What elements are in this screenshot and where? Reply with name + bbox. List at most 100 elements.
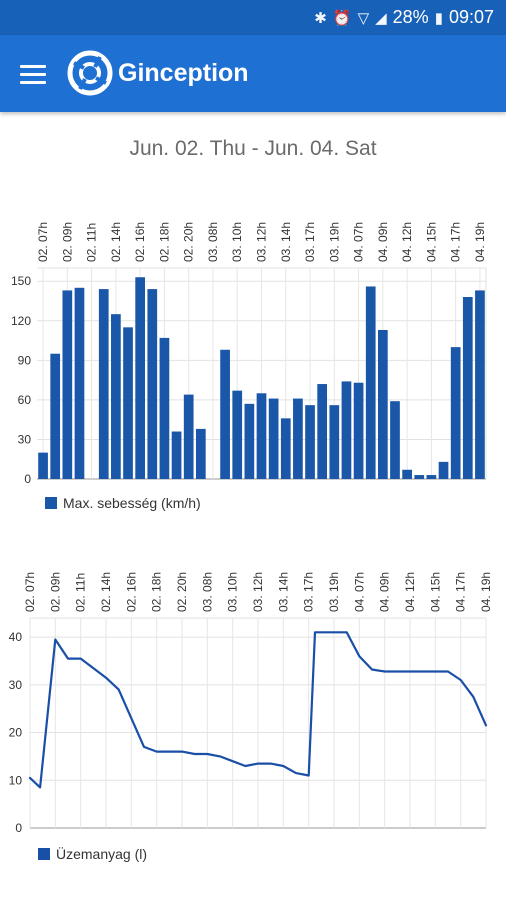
fuel-line-chart: 0 10 20 30 40 02. 07h 02. 09h 02. 11h 02. 14h 02.… (9, 572, 493, 862)
x-tick-label: 02. 16h (124, 572, 138, 612)
x-tick-label: 02. 09h (48, 572, 62, 612)
x-tick-label: 04. 19h (479, 572, 493, 612)
bar (426, 475, 437, 479)
x-tick-label: 04. 07h (352, 572, 366, 612)
bar (147, 289, 158, 479)
bar (353, 382, 364, 479)
x-tick-label: 03. 08h (206, 222, 220, 262)
x-tick-label: 03. 14h (279, 222, 293, 262)
x-tick-label: 03. 08h (200, 572, 214, 612)
bar (74, 287, 85, 479)
y-tick-label: 0 (15, 821, 22, 835)
x-tick-label: 03. 10h (226, 572, 240, 612)
bar (414, 475, 425, 479)
bar (390, 401, 400, 479)
x-tick-label: 02. 07h (36, 222, 50, 262)
x-tick-label: 02. 07h (23, 572, 37, 612)
x-tick-label: 04. 17h (454, 572, 468, 612)
bar (232, 390, 243, 479)
x-tick-label: 03. 14h (276, 572, 290, 612)
x-tick-label: 04. 15h (428, 572, 442, 612)
bar (256, 393, 267, 479)
x-tick-label: 02. 18h (157, 222, 171, 262)
y-tick-label: 10 (9, 773, 23, 787)
bar (462, 297, 473, 479)
battery-level: 28% (392, 7, 429, 27)
status-icons: ✱ ⏰ ▽ ◢ 28% ▮ 09:07 (314, 0, 494, 35)
fuel-series-line (28, 631, 488, 789)
x-tick-label: 04. 09h (378, 572, 392, 612)
x-tick-label: 02. 20h (182, 222, 196, 262)
bar (402, 469, 412, 479)
x-tick-label: 03. 19h (327, 572, 341, 612)
x-tick-label: 04. 12h (403, 572, 417, 612)
y-tick-label: 0 (24, 472, 31, 486)
x-tick-label: 03. 12h (255, 222, 269, 262)
bar (475, 290, 485, 479)
y-tick-label: 40 (9, 630, 23, 644)
app-bar: Ginception (0, 35, 506, 112)
bar (62, 290, 73, 479)
x-tick-label: 02. 14h (99, 572, 113, 612)
clock: 09:07 (448, 7, 494, 27)
date-range[interactable]: Jun. 02. Thu - Jun. 04. Sat (129, 137, 377, 160)
x-tick-label: 02. 18h (150, 572, 164, 612)
battery-icon: ▮ (434, 9, 443, 27)
x-tick-label: 03. 17h (302, 572, 316, 612)
x-tick-label: 03. 10h (230, 222, 244, 262)
bar (123, 327, 133, 479)
y-tick-label: 150 (11, 274, 31, 288)
x-tick-label: 02. 14h (109, 222, 123, 262)
y-tick-label: 20 (9, 726, 23, 740)
bar (183, 394, 194, 479)
x-tick-label: 03. 12h (251, 572, 265, 612)
bar (159, 337, 170, 479)
bar (195, 428, 206, 479)
bar (111, 314, 121, 479)
x-tick-label: 04. 15h (424, 222, 438, 262)
alarm-icon: ⏰ (332, 9, 352, 27)
bar (450, 347, 461, 479)
bar (220, 349, 230, 479)
app-title: Ginception (118, 59, 249, 87)
y-tick-label: 30 (9, 678, 23, 692)
y-tick-label: 60 (18, 393, 32, 407)
bar (38, 452, 48, 479)
bar (305, 405, 315, 479)
x-tick-label: 02. 20h (175, 572, 189, 612)
y-tick-label: 120 (11, 314, 31, 328)
x-tick-label: 03. 19h (327, 222, 341, 262)
ginception-logo-icon (67, 50, 113, 96)
bar (438, 461, 449, 479)
x-tick-label: 02. 16h (133, 222, 147, 262)
legend-swatch (38, 848, 50, 860)
status-bar: ✱ ⏰ ▽ ◢ 28% ▮ 09:07 (0, 0, 506, 35)
bar (171, 431, 182, 479)
bar (244, 403, 255, 479)
bar (341, 381, 352, 479)
y-tick-label: 30 (18, 432, 32, 446)
x-tick-label: 04. 09h (376, 222, 390, 262)
bar (293, 398, 303, 479)
x-tick-label: 04. 07h (352, 222, 366, 262)
bar (98, 289, 109, 479)
legend-label: Üzemanyag (l) (56, 845, 147, 862)
bar (365, 286, 376, 479)
x-tick-label: 02. 11h (74, 573, 88, 612)
bar (50, 353, 61, 479)
x-tick-label: 04. 17h (449, 222, 463, 262)
legend-label: Max. sebesség (km/h) (63, 495, 201, 511)
bar (268, 398, 279, 479)
y-tick-label: 90 (18, 353, 32, 367)
x-tick-label: 02. 11h (85, 223, 99, 262)
legend-swatch (45, 497, 57, 509)
bar (329, 405, 340, 479)
bar (135, 277, 146, 479)
bar (377, 329, 388, 479)
x-tick-label: 04. 19h (473, 222, 487, 262)
bluetooth-icon: ✱ (314, 9, 327, 27)
x-tick-label: 03. 17h (303, 222, 317, 262)
max-speed-bar-chart: 0 30 60 90 120 150 02. 07h 02. 09h 02. 11h 02. 14… (11, 222, 487, 511)
bar (317, 384, 328, 479)
hamburger-menu-icon[interactable] (14, 55, 54, 91)
